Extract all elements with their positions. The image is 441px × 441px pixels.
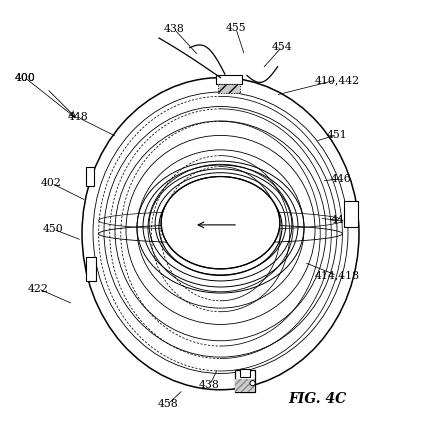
Bar — [344, 201, 358, 227]
Text: 454: 454 — [272, 42, 292, 52]
Bar — [235, 370, 254, 392]
Text: 438: 438 — [164, 24, 185, 34]
Text: 450: 450 — [43, 224, 64, 234]
Ellipse shape — [250, 381, 255, 386]
Bar — [86, 257, 96, 281]
Text: 400: 400 — [15, 73, 35, 82]
Text: 422: 422 — [28, 284, 49, 294]
Bar — [240, 369, 250, 377]
Text: 410,442: 410,442 — [314, 75, 359, 85]
Text: 444: 444 — [331, 216, 352, 225]
Text: 446: 446 — [331, 174, 352, 184]
Bar — [216, 75, 243, 84]
Text: 458: 458 — [157, 399, 178, 409]
Ellipse shape — [161, 176, 280, 269]
Text: 438: 438 — [199, 380, 220, 390]
Text: 402: 402 — [41, 178, 62, 188]
Text: 414,418: 414,418 — [314, 270, 359, 280]
Bar — [86, 167, 94, 187]
Ellipse shape — [80, 75, 361, 392]
Text: FIG. 4C: FIG. 4C — [288, 392, 346, 406]
Text: 455: 455 — [226, 23, 246, 34]
Text: 451: 451 — [327, 130, 348, 140]
Text: 400: 400 — [15, 73, 35, 82]
Text: 448: 448 — [67, 112, 88, 122]
Bar — [235, 379, 254, 392]
Bar — [218, 84, 240, 93]
